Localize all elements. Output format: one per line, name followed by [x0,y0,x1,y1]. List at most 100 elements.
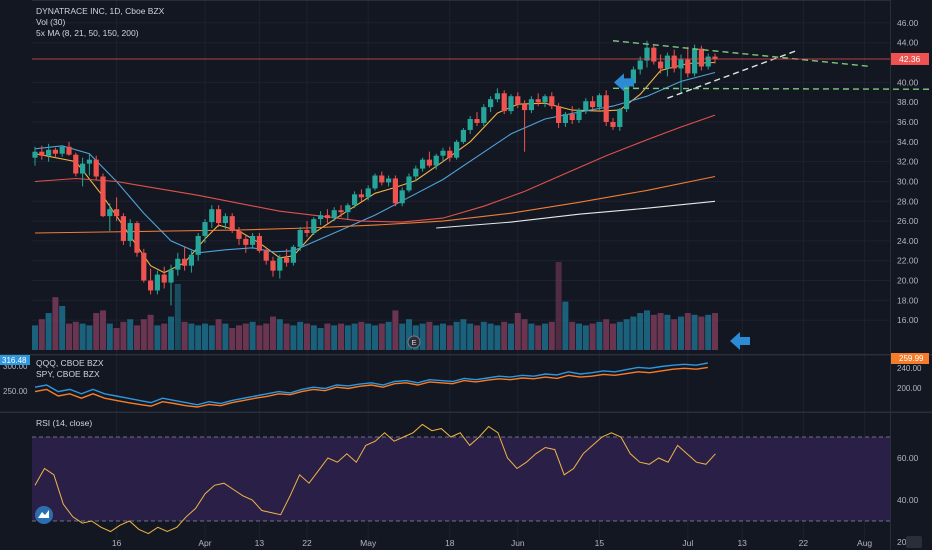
volume-bar [589,323,596,350]
symbol-line[interactable]: DYNATRACE INC, 1D, Cboe BZX [36,6,165,16]
y-tick-label: 34.00 [897,137,919,147]
candle-body [692,48,698,74]
volume-bar [358,321,365,350]
candle-body [352,194,358,206]
volume-bar [603,319,610,350]
candle-body [454,141,460,158]
volume-bar [66,323,72,350]
candle-body [188,254,194,266]
last-price-tag [891,52,929,65]
candle-body [175,258,181,270]
x-tick-label: Apr [198,538,211,548]
volume-line[interactable]: Vol (30) [36,17,66,27]
candle-body [86,159,92,164]
ma-line[interactable]: 5x MA (8, 21, 50, 150, 200) [36,28,139,38]
rsi-band-fill [32,437,890,521]
x-tick-label: May [360,538,377,548]
volume-bar [440,323,446,350]
candle-body [433,155,439,166]
candle-body [59,146,65,154]
spy-legend[interactable]: SPY, CBOE BZX [36,369,100,379]
volume-bar [263,323,270,350]
candle-body [399,190,405,204]
candle-body [256,235,262,251]
candle-body [311,219,317,233]
rsi-legend-label[interactable]: RSI (14, close) [36,418,93,428]
x-tick-label: Jul [682,538,693,548]
x-tick-label: 22 [799,538,809,548]
candle-body [202,222,208,236]
candle-body [229,216,235,231]
candle-body [209,209,215,223]
volume-bar [229,328,236,350]
candle-body [168,269,174,283]
candle-body [182,258,188,266]
volume-bar [650,314,657,350]
volume-bar [494,325,501,350]
candle-body [603,95,609,122]
y-tick-label: 38.00 [897,97,919,107]
rsi-legend: RSI (14, close) [36,418,92,429]
volume-bar [127,319,134,350]
volume-bar [256,325,263,350]
candle-body [685,59,691,74]
volume-bar [161,323,168,350]
volume-bars [32,262,718,350]
compare-tick-label: 200.00 [897,384,922,393]
blue-arrow-annotation [730,332,750,350]
volume-bar [480,321,487,350]
candle-body [501,93,507,112]
candle-body [80,163,86,174]
rsi-path [34,423,716,535]
ma-line [34,71,716,254]
volume-bar [446,325,453,350]
y-tick-label: 30.00 [897,176,919,186]
volume-bar [181,321,188,350]
candle-body [664,55,670,69]
volume-bar [569,321,576,350]
volume-bar [242,323,249,350]
candle-body [100,176,106,217]
candle-body [372,175,378,189]
annotations: E [35,73,922,548]
volume-bar [698,316,705,350]
trendline [612,87,932,90]
volume-bar [344,325,351,350]
qqq-legend[interactable]: QQQ, CBOE BZX [36,358,104,368]
volume-bar [691,314,698,350]
y-tick-label: 22.00 [897,256,919,266]
candle-body [406,176,412,191]
candle-body [318,215,324,220]
compare-line [34,366,708,408]
candle-body [698,48,704,67]
candle-body [488,99,494,108]
volume-bar [140,319,147,350]
last-price-label: 42.36 [899,54,921,64]
y-tick-label: 20.00 [897,276,919,286]
spy-last-label: 259.99 [899,354,924,363]
candles [32,40,718,306]
volume-bar [528,323,535,350]
candle-body [66,146,72,155]
x-tick-label: 13 [737,538,747,548]
candle-body [161,274,167,283]
volume-bar [236,325,242,350]
volume-bar [45,313,52,350]
candle-body [535,99,541,103]
candle-body [460,129,466,142]
candle-body [93,159,99,177]
volume-bar [637,313,644,350]
x-tick-label: Jun [511,538,525,548]
candle-body [630,69,636,84]
candle-body [216,209,222,224]
volume-bar [453,321,460,350]
volume-bar [508,323,514,350]
y-tick-label: 18.00 [897,295,919,305]
x-tick-label: 16 [112,538,122,548]
volume-bar [52,297,59,350]
candle-body [127,223,133,241]
volume-bar [249,321,256,350]
volume-bar [79,323,86,350]
volume-bar [222,323,229,350]
